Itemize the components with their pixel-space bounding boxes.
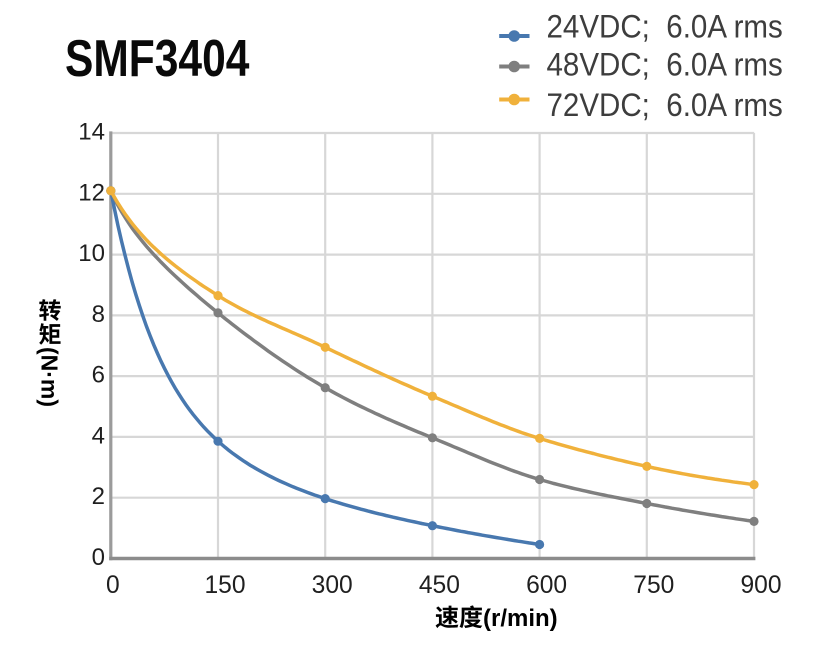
svg-text:750: 750 (633, 572, 674, 599)
svg-text:0: 0 (106, 572, 120, 599)
svg-text:600: 600 (526, 572, 567, 599)
svg-text:0: 0 (92, 544, 105, 571)
svg-text:24VDC; 6.0A rms: 24VDC; 6.0A rms (547, 9, 783, 45)
svg-text:12: 12 (78, 179, 105, 206)
svg-text:150: 150 (204, 572, 245, 599)
svg-text:4: 4 (92, 422, 105, 449)
svg-text:300: 300 (312, 572, 353, 599)
svg-text:SMF3404: SMF3404 (65, 30, 250, 88)
svg-text:450: 450 (419, 572, 460, 599)
svg-text:48VDC; 6.0A rms: 48VDC; 6.0A rms (547, 47, 783, 83)
svg-text:10: 10 (78, 240, 105, 267)
svg-text:14: 14 (78, 119, 105, 146)
svg-text:(r/min): (r/min) (483, 605, 558, 632)
svg-text:72VDC; 6.0A rms: 72VDC; 6.0A rms (547, 87, 783, 123)
svg-text:8: 8 (92, 301, 105, 328)
svg-text:6: 6 (92, 362, 105, 389)
svg-text:(N·m): (N·m) (37, 347, 63, 407)
svg-text:2: 2 (92, 483, 105, 510)
svg-text:900: 900 (740, 572, 781, 599)
